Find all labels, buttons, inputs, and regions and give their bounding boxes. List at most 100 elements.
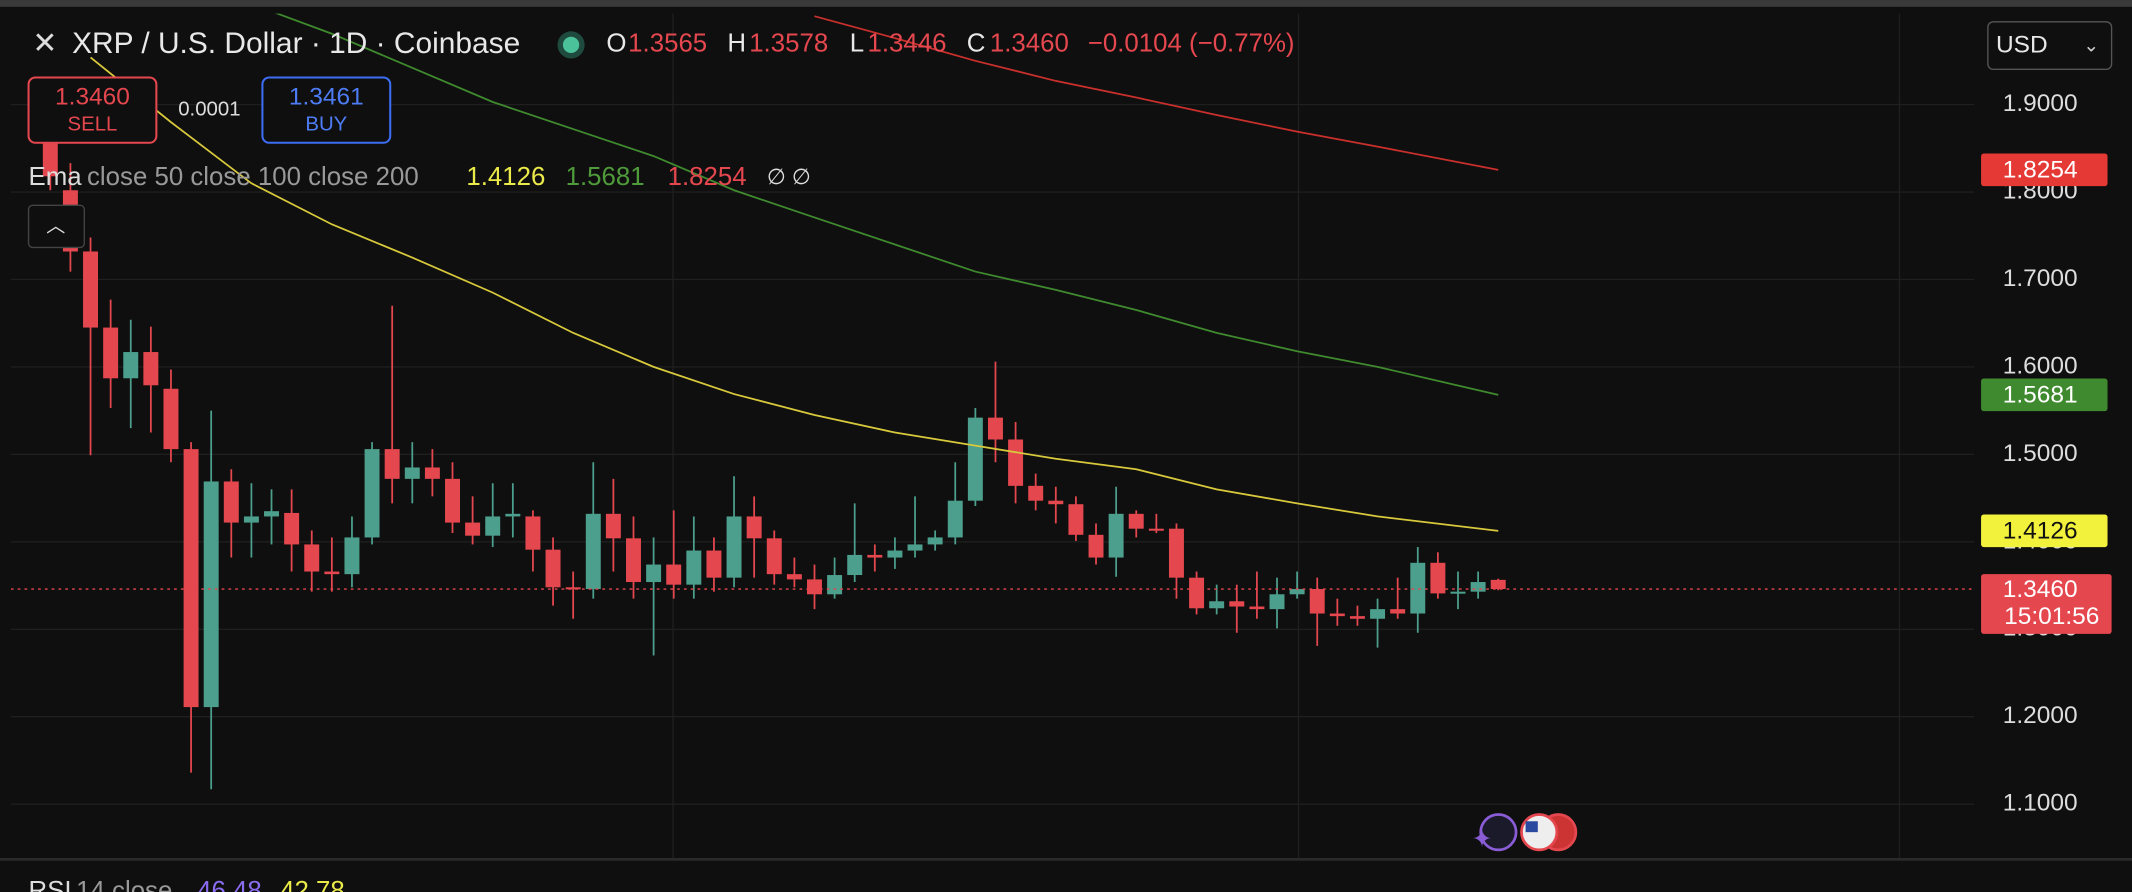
candle-body bbox=[424, 467, 440, 479]
candle-body bbox=[626, 538, 641, 583]
candle-body bbox=[284, 512, 300, 545]
candle-body bbox=[1189, 577, 1205, 609]
ohlc-value: 1.3565 bbox=[628, 30, 707, 58]
candle-body bbox=[183, 449, 199, 708]
candle-body bbox=[1229, 601, 1245, 607]
spread: 0.0001 bbox=[178, 99, 240, 121]
candle-body bbox=[1490, 579, 1506, 590]
candle-body bbox=[1148, 528, 1164, 531]
ohlc-value: 1.3460 bbox=[990, 30, 1069, 58]
sell-button[interactable] bbox=[27, 76, 158, 144]
candle-body bbox=[847, 554, 863, 576]
y-tick-label: 1.5000 bbox=[2003, 440, 2078, 467]
ohlc-value: 1.3446 bbox=[867, 30, 946, 58]
indicator-name: Ema bbox=[29, 163, 83, 191]
y-tick-label: 1.6000 bbox=[2003, 352, 2078, 379]
rsi-name: RSI bbox=[29, 877, 72, 892]
candle-body bbox=[766, 538, 782, 575]
ema-line bbox=[814, 15, 1499, 171]
ohlc-key: H bbox=[727, 30, 746, 58]
candle-body bbox=[203, 481, 219, 708]
currency-select[interactable] bbox=[1987, 21, 2113, 71]
candle-body bbox=[686, 550, 702, 585]
indicator-value: 1.8254 bbox=[668, 163, 747, 191]
event-icon[interactable] bbox=[1479, 813, 1518, 852]
buy-label: BUY bbox=[305, 114, 347, 136]
candle-body bbox=[726, 516, 742, 578]
ohlc-key: O bbox=[606, 30, 626, 58]
top-border bbox=[0, 0, 2132, 7]
candle-body bbox=[1249, 606, 1265, 610]
candle-body bbox=[1028, 485, 1044, 501]
price-tag bbox=[1981, 153, 2108, 187]
candle-body bbox=[445, 478, 460, 523]
symbol: XRP / U.S. Dollar · 1D · Coinbase bbox=[72, 27, 520, 60]
countdown: 15:01:56 bbox=[2004, 603, 2099, 630]
candle-body bbox=[1289, 589, 1305, 595]
candle-body bbox=[887, 550, 903, 558]
ohlc-key: L bbox=[850, 30, 864, 58]
collapse-button[interactable] bbox=[27, 204, 85, 249]
candle-body bbox=[505, 513, 521, 517]
candle-body bbox=[404, 467, 420, 479]
candle-body bbox=[264, 511, 279, 517]
candle-body bbox=[646, 564, 662, 583]
candle-body bbox=[1168, 528, 1184, 578]
candle-body bbox=[1370, 609, 1386, 619]
y-tick-label: 1.7000 bbox=[2003, 265, 2078, 292]
price-tags: 1.10001.20001.30001.40001.50001.60001.70… bbox=[1981, 90, 2112, 817]
candle-body bbox=[827, 575, 843, 595]
rsi-params: 14 close bbox=[76, 877, 172, 892]
ema-line bbox=[90, 56, 1499, 532]
candle-body bbox=[967, 417, 983, 501]
candle-body bbox=[1430, 562, 1446, 594]
candle-body bbox=[746, 516, 762, 539]
candle-body bbox=[1068, 504, 1084, 535]
y-tick-label: 1.9000 bbox=[2003, 90, 2078, 117]
candle-body bbox=[1349, 616, 1365, 619]
candle-body bbox=[666, 564, 682, 585]
indicator-value: 1.5681 bbox=[566, 163, 645, 191]
candle-body bbox=[103, 327, 119, 379]
candle-body bbox=[1470, 582, 1486, 592]
candle-body bbox=[344, 537, 360, 575]
dropdown-caret: ⌄ bbox=[2083, 35, 2099, 56]
price-tag bbox=[1981, 378, 2108, 412]
plot bbox=[10, 13, 1975, 790]
candle-body bbox=[927, 537, 943, 545]
candle-body bbox=[1329, 613, 1345, 617]
buy-button[interactable] bbox=[261, 76, 392, 144]
candle-body bbox=[545, 549, 561, 588]
candle-body bbox=[585, 513, 601, 590]
buy-price: 1.3461 bbox=[289, 83, 364, 110]
candle-body bbox=[1410, 562, 1426, 614]
y-tick-label: 1.1000 bbox=[2003, 790, 2078, 817]
candle-body bbox=[565, 587, 581, 590]
currency: USD bbox=[1996, 32, 2048, 59]
candle-body bbox=[163, 388, 179, 450]
indicator-params: close 50 close 100 close 200 bbox=[87, 163, 419, 191]
candle-body bbox=[1088, 534, 1104, 558]
price-tag-label: 1.5681 bbox=[2003, 382, 2078, 409]
candle-body bbox=[1309, 589, 1325, 614]
candle-body bbox=[1008, 439, 1024, 486]
candle-body bbox=[1108, 513, 1124, 558]
price-tag-label: 1.8254 bbox=[2003, 157, 2078, 184]
candle-body bbox=[1390, 609, 1406, 614]
candle-body bbox=[304, 544, 320, 572]
candle-body bbox=[605, 513, 621, 539]
candle-body bbox=[907, 544, 923, 551]
close-icon[interactable]: ✕ bbox=[32, 27, 57, 60]
change: −0.0104 (−0.77%) bbox=[1088, 30, 1295, 58]
candle-body bbox=[384, 449, 400, 479]
grid bbox=[10, 13, 1975, 860]
collapse-icon: ︿ bbox=[46, 216, 65, 237]
candle-body bbox=[1128, 513, 1144, 529]
candle-body bbox=[485, 516, 501, 536]
flag-canton bbox=[1525, 821, 1538, 833]
candle-body bbox=[706, 550, 722, 578]
candle-body bbox=[243, 516, 259, 523]
